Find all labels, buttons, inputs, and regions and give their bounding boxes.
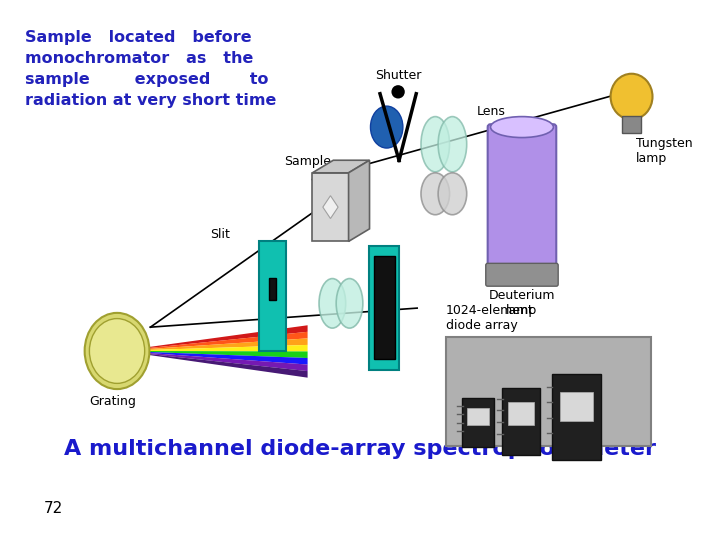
Polygon shape — [148, 353, 307, 371]
Ellipse shape — [438, 117, 467, 172]
Circle shape — [392, 85, 405, 98]
Polygon shape — [148, 339, 307, 350]
Polygon shape — [148, 352, 307, 365]
FancyBboxPatch shape — [486, 264, 558, 286]
Text: Deuterium
lamp: Deuterium lamp — [489, 289, 555, 317]
FancyBboxPatch shape — [487, 124, 557, 268]
FancyBboxPatch shape — [508, 402, 534, 425]
Text: 72: 72 — [44, 501, 63, 516]
FancyBboxPatch shape — [446, 337, 651, 446]
Ellipse shape — [421, 117, 449, 172]
Ellipse shape — [611, 74, 652, 119]
Polygon shape — [323, 195, 338, 219]
Text: Slit: Slit — [210, 228, 230, 241]
Polygon shape — [148, 325, 307, 348]
Text: Tungsten
lamp: Tungsten lamp — [636, 137, 693, 165]
Text: Sample: Sample — [284, 155, 331, 168]
Text: 1024-element
diode array: 1024-element diode array — [446, 303, 534, 332]
Text: A multichannel diode-array spectrophotometer: A multichannel diode-array spectrophotom… — [64, 439, 656, 459]
Polygon shape — [312, 160, 369, 173]
FancyBboxPatch shape — [369, 246, 399, 370]
FancyBboxPatch shape — [374, 256, 395, 359]
Polygon shape — [312, 173, 348, 241]
Ellipse shape — [371, 106, 403, 148]
FancyBboxPatch shape — [552, 374, 601, 460]
Polygon shape — [148, 351, 307, 358]
Ellipse shape — [421, 173, 449, 215]
FancyBboxPatch shape — [502, 388, 540, 455]
Text: Sample   located   before
monochromator   as   the
sample        exposed       t: Sample located before monochromator as t… — [24, 30, 276, 108]
Text: Lens: Lens — [477, 105, 506, 118]
Text: Lens: Lens — [369, 260, 398, 273]
Ellipse shape — [85, 313, 150, 389]
FancyBboxPatch shape — [622, 116, 641, 133]
Polygon shape — [148, 354, 307, 377]
FancyBboxPatch shape — [269, 278, 276, 300]
Ellipse shape — [89, 319, 145, 383]
Ellipse shape — [319, 279, 346, 328]
FancyBboxPatch shape — [259, 241, 286, 351]
Ellipse shape — [336, 279, 363, 328]
Polygon shape — [348, 160, 369, 241]
FancyBboxPatch shape — [462, 397, 495, 447]
Text: Grating: Grating — [89, 395, 135, 408]
Text: Shutter: Shutter — [375, 69, 421, 82]
FancyBboxPatch shape — [467, 408, 489, 425]
Polygon shape — [148, 332, 307, 349]
Ellipse shape — [490, 117, 554, 138]
Ellipse shape — [438, 173, 467, 215]
FancyBboxPatch shape — [559, 392, 593, 421]
Polygon shape — [148, 345, 307, 352]
